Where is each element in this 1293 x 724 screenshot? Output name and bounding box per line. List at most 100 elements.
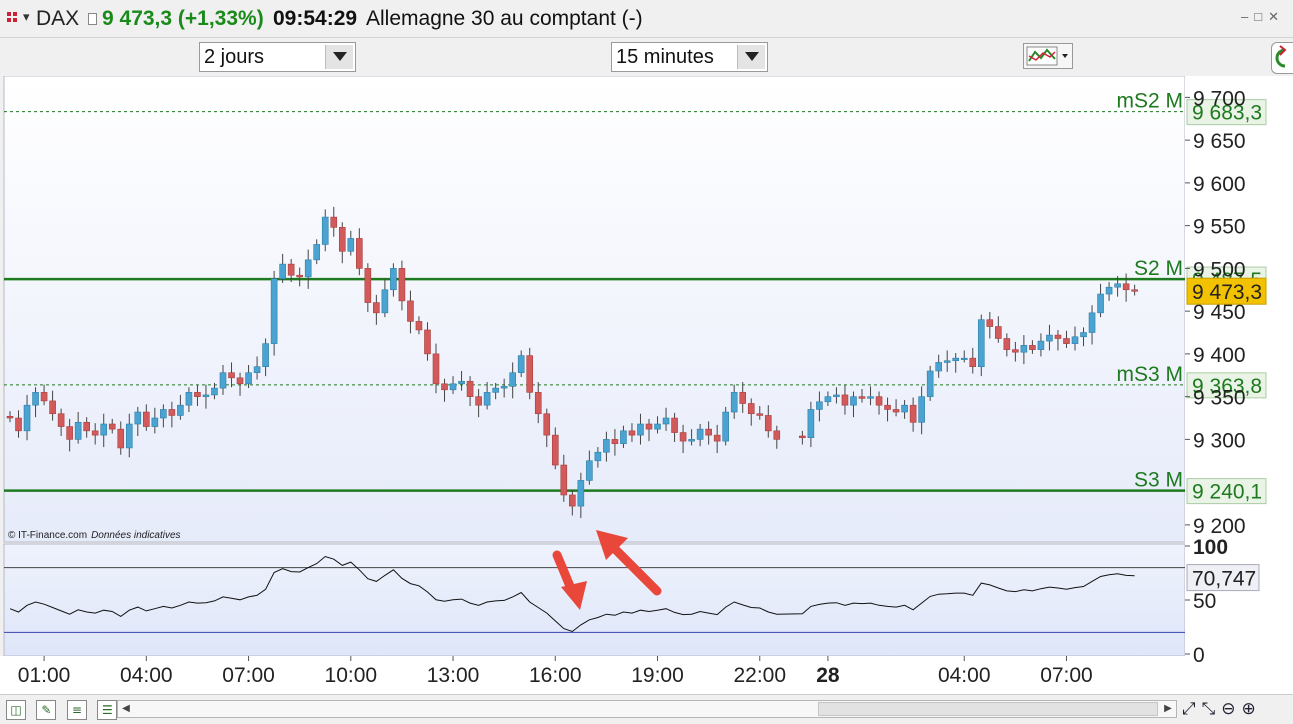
period-select[interactable]: 2 jours [199,42,356,72]
minimize-icon[interactable]: ‒ [1241,9,1255,24]
indicators-button[interactable] [1023,43,1073,69]
candle-up [321,216,329,245]
dropdown-arrow-icon[interactable]: ▾ [23,9,30,24]
candle-down [1122,283,1130,291]
candle-down [713,434,721,442]
time-tick-label: 04:00 [120,664,173,687]
grip-icon[interactable] [7,12,19,24]
osc-tick-label: 50 [1193,590,1216,613]
side-panel-tab[interactable] [1271,42,1293,74]
candle-down [441,383,448,391]
candle-up [1114,283,1121,288]
chevron-down-icon[interactable] [737,45,765,69]
candle-up [32,392,39,406]
candle-up [1037,340,1045,350]
watermark-source: © IT-Finance.com [8,530,87,541]
chevron-down-icon[interactable] [325,45,353,69]
candle-up [458,380,465,385]
symbol-label[interactable]: DAX [36,7,80,30]
price-chart[interactable]: mS2 M9 683,3S2 M9 487,5mS3 M9 363,8S3 M9… [0,76,1293,694]
candlestick-series [6,206,1138,519]
title-bar: ▾ DAX 9 473,3 (+1,33%) 09:54:29 Allemagn… [0,0,1293,38]
candle-up [977,319,985,368]
time-tick-label: 07:00 [222,664,275,687]
candle-up [824,396,832,403]
maximize-icon[interactable]: □ [1254,9,1269,24]
candle-up [807,409,815,438]
candle-down [296,274,303,278]
candle-down [330,216,338,228]
level-name: S3 M [1134,469,1183,492]
osc-tick-label: 0 [1193,644,1205,667]
candle-up [304,259,312,278]
close-icon[interactable]: ✕ [1268,9,1285,24]
level-value: 9 240,1 [1192,481,1262,504]
time-tick-label: 10:00 [325,664,378,687]
candle-up [696,428,704,440]
horizontal-scrollbar[interactable]: ◀ ▶ [117,700,1177,718]
expand-icon[interactable]: ⤢ [1182,699,1202,719]
candle-up [960,357,968,360]
candle-down [424,329,431,355]
scroll-left-icon[interactable]: ◀ [122,703,130,714]
candle-up [253,366,261,374]
instrument-info-icon[interactable] [88,13,97,25]
candle-up [722,411,729,442]
candle-down [415,321,423,331]
candle-up [943,360,951,363]
period-select-value: 2 jours [204,46,265,68]
osc-tick-label: 100 [1193,536,1228,559]
candle-down [543,413,551,436]
zoom-in-icon[interactable]: ⊕ [1241,699,1262,719]
candle-down [373,302,380,314]
price-tick-label: 9 600 [1193,173,1246,196]
candle-down [671,417,678,433]
zoom-controls: ⤢⤡⊖⊕ [1182,699,1262,719]
candle-down [747,403,755,415]
candle-down [551,434,559,466]
chart-settings-icon[interactable]: ◫ [6,700,26,720]
list-icon[interactable]: ≡ [66,700,87,720]
candle-up [74,421,82,440]
candle-down [6,416,14,419]
candle-down [40,392,48,402]
candle-down [569,494,576,507]
candle-down [858,396,866,399]
interval-select[interactable]: 15 minutes [611,42,768,72]
annotation-arrow-price [596,530,662,596]
candle-down [15,417,22,432]
chart-toolbar: 2 jours 15 minutes [0,38,1293,76]
instrument-name-label: Allemagne 30 au comptant (-) [366,7,643,30]
window-controls[interactable]: ‒□✕ [1241,9,1285,25]
drawing-tools-icon[interactable]: ✎ [36,700,57,720]
candle-up [202,394,210,397]
price-tick-label: 9 400 [1193,344,1246,367]
time-tick-label: 22:00 [733,664,786,687]
candle-up [483,392,491,406]
price-tick-label: 9 450 [1193,301,1246,324]
time-label: 09:54:29 [273,7,358,30]
candle-down [236,377,244,385]
price-tick-label: 9 650 [1193,130,1246,153]
candle-up [262,343,269,368]
candle-down [108,423,116,430]
candle-up [160,409,167,419]
candle-down [628,430,636,436]
scroll-thumb[interactable] [818,702,1158,716]
price-tick-label: 9 550 [1193,216,1246,239]
layout-icon[interactable]: ☰ [97,700,118,720]
candle-up [926,370,934,397]
fit-icon[interactable]: ⤡ [1201,699,1222,719]
side-panel-icon [1275,45,1287,68]
candle-down [1131,289,1138,292]
candle-up [586,460,593,481]
candle-down [338,227,346,252]
zoom-out-icon[interactable]: ⊖ [1221,699,1242,719]
price-axis: 9 700 9 650 9 600 9 550 9 500 9 450 9 400 9 350… [1185,87,1267,538]
candle-up [100,423,108,436]
last-price-label: 9 473,3 [1192,281,1262,304]
candle-down [773,430,781,440]
candle-down [909,404,917,423]
scroll-right-icon[interactable]: ▶ [1164,703,1172,714]
price-change-label: 9 473,3 (+1,33%) [102,7,264,30]
